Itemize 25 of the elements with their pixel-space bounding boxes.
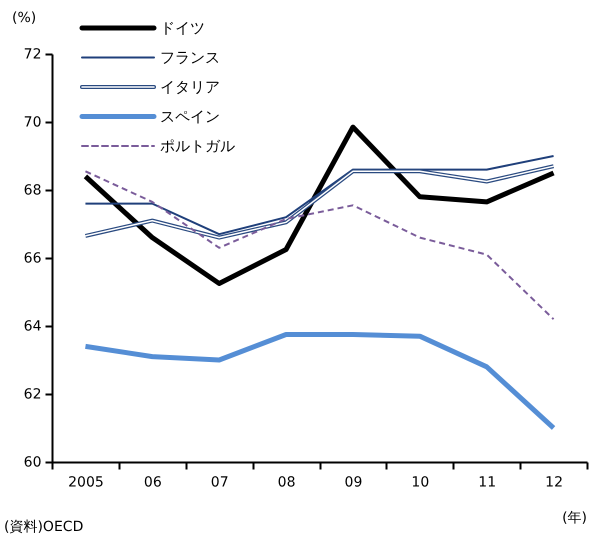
x-tick-label: 07 — [210, 474, 229, 490]
y-tick-label: 62 — [24, 386, 42, 402]
x-tick-label: 2005 — [68, 474, 104, 490]
x-tick-label: 09 — [344, 474, 362, 490]
legend-label: スペイン — [160, 108, 220, 126]
line-series — [84, 170, 555, 320]
y-tick-label: 68 — [24, 182, 42, 198]
y-tick-label: 72 — [24, 46, 42, 62]
y-tick-label: 60 — [24, 454, 42, 470]
legend-label: ドイツ — [160, 19, 205, 37]
x-tick-label: 08 — [278, 474, 296, 490]
x-axis-title: (年) — [562, 510, 587, 526]
y-axis-title: (%) — [12, 10, 36, 26]
text: (資料)OECD — [4, 519, 84, 535]
line-series — [84, 155, 555, 236]
legend-label: ポルトガル — [160, 137, 235, 155]
legend-label: フランス — [160, 48, 220, 66]
y-tick-label: 66 — [24, 250, 42, 266]
x-tick-label: 06 — [144, 474, 162, 490]
x-tick-label: 11 — [478, 474, 496, 490]
y-tick-label: 70 — [24, 114, 42, 130]
legend-label: イタリア — [160, 78, 220, 96]
y-tick-label: 64 — [24, 318, 42, 334]
x-tick-label: 12 — [545, 474, 563, 490]
x-tick-label: 10 — [411, 474, 430, 490]
